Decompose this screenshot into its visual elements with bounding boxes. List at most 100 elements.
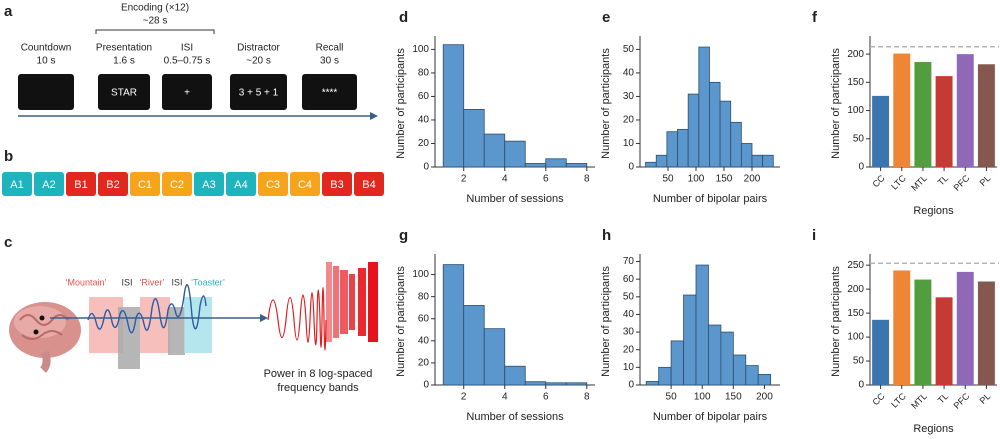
frequency-bands — [326, 262, 378, 342]
histogram-bar — [670, 340, 684, 386]
y-tick-label: 40 — [623, 68, 635, 79]
list-item — [130, 172, 160, 196]
isi-window — [118, 307, 140, 369]
signal-trace — [87, 284, 207, 334]
y-tick-label: 0 — [423, 162, 429, 173]
histogram-bar — [545, 158, 567, 168]
y-tick-label: 30 — [623, 91, 635, 102]
x-tick-label: 200 — [756, 392, 773, 403]
list-item-text: A2 — [42, 179, 55, 191]
stage-screen — [230, 74, 287, 110]
screen-text: **** — [322, 88, 338, 99]
histogram-bar — [698, 46, 710, 168]
bar — [872, 319, 890, 385]
y-tick-label: 10 — [623, 362, 635, 373]
x-tick-label: 150 — [716, 174, 733, 185]
caption: Power in 8 log-spaced — [264, 368, 373, 380]
y-tick-label: 60 — [418, 313, 430, 324]
stage-name: Distractor — [237, 43, 280, 54]
histogram-bar — [655, 154, 668, 168]
stage-name: Recall — [316, 43, 344, 54]
x-axis-label: Number of bipolar pairs — [653, 193, 768, 205]
event-label: ‘Mountain’ — [65, 277, 106, 287]
process-arrow-head — [260, 314, 268, 322]
screen-text: STAR — [111, 88, 137, 99]
panel-label: g — [399, 227, 408, 244]
panel-label: c — [4, 234, 12, 251]
histogram-bar — [740, 143, 753, 168]
x-tick-label: 6 — [543, 392, 549, 403]
y-tick-label: 150 — [847, 77, 864, 88]
timeline-arrow — [370, 112, 378, 120]
encoding-duration: ~28 s — [143, 16, 168, 27]
stage-name: Presentation — [96, 43, 152, 54]
bar — [977, 64, 995, 167]
x-tick-label: 50 — [666, 392, 678, 403]
stage-screen — [162, 74, 212, 110]
x-tick-label: 8 — [584, 174, 590, 185]
bar — [956, 271, 974, 385]
y-axis-label: Number of participants — [830, 48, 842, 159]
list-item — [2, 172, 32, 196]
x-tick-label: PFC — [952, 173, 972, 193]
histogram-bar — [687, 93, 700, 168]
y-tick-label: 0 — [858, 380, 864, 391]
histogram-bar — [645, 381, 660, 386]
screen-text: 3 + 5 + 1 — [239, 88, 279, 99]
list-item-text: B3 — [330, 179, 343, 191]
bar — [893, 270, 911, 385]
list-item — [66, 172, 96, 196]
event-label: ‘River’ — [139, 277, 164, 287]
y-tick-label: 60 — [418, 91, 430, 102]
histogram-bar — [504, 140, 526, 168]
histogram-bar — [483, 133, 506, 168]
histogram-bar — [677, 128, 689, 168]
list-item-text: C4 — [298, 179, 312, 191]
x-tick-label: MTL — [909, 173, 929, 193]
isi-window — [168, 307, 185, 355]
y-tick-label: 20 — [418, 138, 430, 149]
y-tick-label: 200 — [847, 49, 864, 60]
y-axis-label: Number of participants — [830, 266, 842, 377]
histogram-bar — [757, 374, 772, 386]
y-tick-label: 80 — [418, 68, 430, 79]
histogram-bar — [762, 154, 774, 168]
y-tick-label: 250 — [847, 260, 864, 271]
bar — [893, 53, 911, 168]
y-tick-label: 0 — [628, 380, 634, 391]
histogram-bar — [683, 294, 697, 386]
stage-duration: 30 s — [320, 56, 339, 67]
histogram-bar — [732, 354, 747, 386]
x-tick-label: CC — [870, 173, 887, 190]
y-axis-label: Number of participants — [600, 48, 612, 159]
x-tick-label: 4 — [502, 392, 508, 403]
x-tick-label: 100 — [688, 174, 705, 185]
y-tick-label: 0 — [423, 380, 429, 391]
histogram-bar — [751, 154, 764, 168]
histogram-bar — [565, 382, 588, 386]
panel-label: f — [812, 9, 818, 26]
frequency-waves — [267, 286, 327, 351]
y-tick-label: 30 — [623, 327, 635, 338]
x-tick-label: 8 — [584, 392, 590, 403]
x-tick-label: 4 — [502, 174, 508, 185]
list-item — [34, 172, 64, 196]
panel-label: d — [399, 9, 408, 26]
list-item-text: A4 — [234, 179, 247, 191]
stage-duration: ~20 s — [246, 56, 271, 67]
y-tick-label: 0 — [628, 162, 634, 173]
y-tick-label: 20 — [418, 358, 430, 369]
list-item-text: B2 — [106, 179, 119, 191]
y-tick-label: 100 — [847, 332, 864, 343]
x-tick-label: 200 — [744, 174, 761, 185]
list-item-text: C1 — [138, 179, 152, 191]
list-item — [290, 172, 320, 196]
bar — [935, 297, 953, 385]
y-tick-label: 50 — [623, 44, 635, 55]
list-item-text: C3 — [266, 179, 280, 191]
y-tick-label: 40 — [418, 335, 430, 346]
y-tick-label: 20 — [623, 115, 635, 126]
stage-name: ISI — [181, 43, 193, 54]
histogram-bar — [565, 163, 588, 168]
